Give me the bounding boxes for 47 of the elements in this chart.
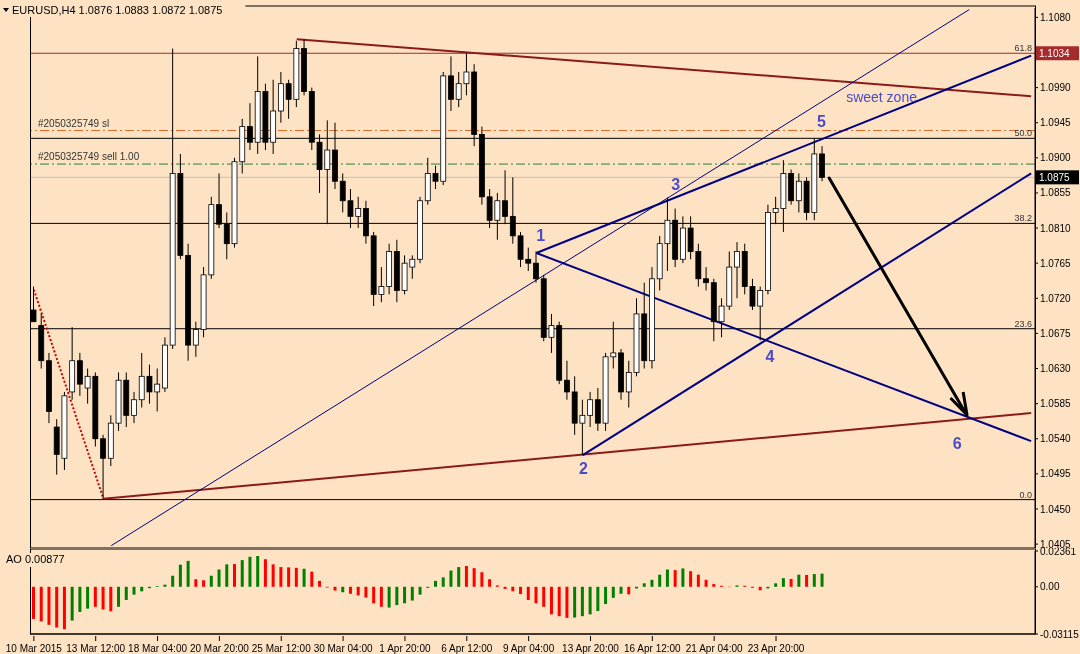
x-tick-label: 18 Mar 04:00 (128, 643, 188, 654)
y-tick-label: 1.0450 (1040, 503, 1072, 515)
y-tick-label: 1.1080 (1040, 11, 1072, 23)
chart-title: AO 0.00877 (6, 553, 65, 565)
x-tick-label: 10 Mar 2015 (5, 643, 63, 654)
x-tick-label: 25 Mar 12:00 (251, 643, 312, 654)
ref-line-label: #2050325749 sl (38, 117, 110, 129)
x-tick-label: 21 Apr 04:00 (685, 643, 743, 654)
annotation: 3 (671, 175, 681, 193)
y-tick-label: 1.0495 (1040, 468, 1072, 480)
y-tick-label: 1.0630 (1040, 363, 1072, 375)
y-tick-label: 1.0720 (1040, 292, 1072, 304)
y-tick-label: 1.0855 (1040, 187, 1072, 199)
y-tick-label: 1.0945 (1040, 117, 1072, 129)
y-tick-label: 1.0990 (1040, 82, 1072, 94)
annotation: 50.0 (1014, 128, 1032, 139)
annotation: sweet zone (846, 89, 918, 105)
annotation: 1 (536, 226, 546, 244)
annotation: 2 (579, 459, 589, 477)
ref-line-label: 1.0875 (1039, 172, 1071, 184)
y-tick-label: 1.0540 (1040, 433, 1072, 445)
x-tick-label: 30 Mar 04:00 (313, 643, 373, 654)
x-tick-label: 23 Apr 20:00 (747, 643, 805, 654)
annotation: 6 (952, 434, 962, 452)
annotation: 38.2 (1014, 213, 1032, 224)
x-tick-label: 13 Apr 20:00 (562, 643, 620, 654)
ref-line-label: #2050325749 sell 1.00 (38, 151, 140, 163)
x-tick-label: 16 Apr 12:00 (623, 643, 682, 654)
x-tick-label: 13 Mar 12:00 (66, 643, 126, 654)
annotation: 5 (816, 112, 826, 130)
y-tick-label: 1.0810 (1040, 222, 1072, 234)
x-tick-label: 6 Apr 12:00 (441, 643, 493, 654)
y-tick-label: 1.0765 (1040, 257, 1072, 269)
x-tick-label: 20 Mar 20:00 (189, 643, 250, 654)
chart-title: EURUSD,H4 1.0876 1.0883 1.0872 1.0875 (12, 4, 223, 16)
y-tick-label: 1.0900 (1040, 152, 1072, 164)
annotation: 0.0 (1019, 489, 1032, 500)
y-tick-label: 1.0585 (1040, 398, 1072, 410)
annotation: 61.8 (1014, 43, 1032, 54)
y-tick-label: -0.03115 (1040, 628, 1080, 640)
y-tick-label: 1.0675 (1040, 327, 1072, 339)
annotation: 23.6 (1014, 318, 1032, 329)
annotation: 4 (765, 347, 775, 365)
y-tick-label: 0.00 (1040, 581, 1060, 593)
x-tick-label: 9 Apr 04:00 (503, 643, 555, 654)
x-tick-label: 1 Apr 20:00 (379, 643, 431, 654)
ref-line-label: 1.1034 (1039, 48, 1071, 60)
